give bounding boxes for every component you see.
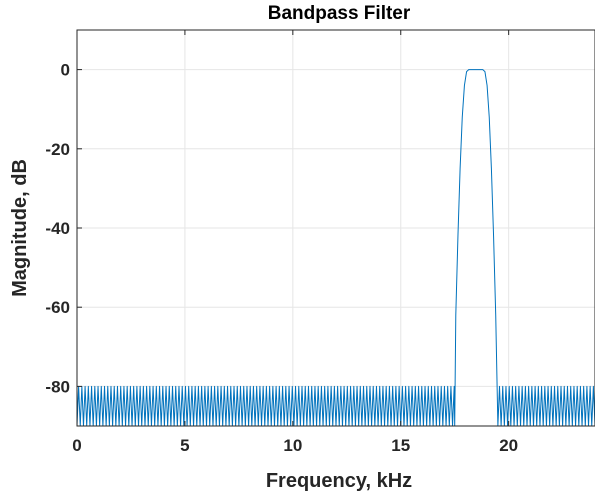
y-tick-label-1: -20 — [45, 140, 70, 159]
axes-box — [76, 29, 595, 427]
y-tick-label-3: -60 — [45, 298, 70, 317]
x-tick-label-3: 15 — [391, 436, 410, 455]
x-tick-label-0: 0 — [72, 436, 81, 455]
x-tick-label-2: 10 — [283, 436, 302, 455]
x-axis-label: Frequency, kHz — [266, 470, 412, 492]
y-tick-labels: 0 -20 -40 -60 -80 — [45, 61, 70, 397]
x-tick-label-4: 20 — [499, 436, 518, 455]
y-tick-label-4: -80 — [45, 377, 70, 396]
axes — [76, 29, 595, 427]
y-axis-label: Magnitude, dB — [9, 159, 31, 297]
chart-title: Bandpass Filter — [268, 3, 411, 24]
y-tick-label-0: 0 — [61, 61, 70, 80]
magnitude-response-line — [76, 69, 595, 427]
plot-series — [76, 69, 595, 427]
y-tick-label-2: -40 — [45, 219, 70, 238]
x-tick-labels: 0 5 10 15 20 — [72, 436, 518, 455]
grid — [76, 30, 595, 426]
x-tick-label-1: 5 — [180, 436, 189, 455]
